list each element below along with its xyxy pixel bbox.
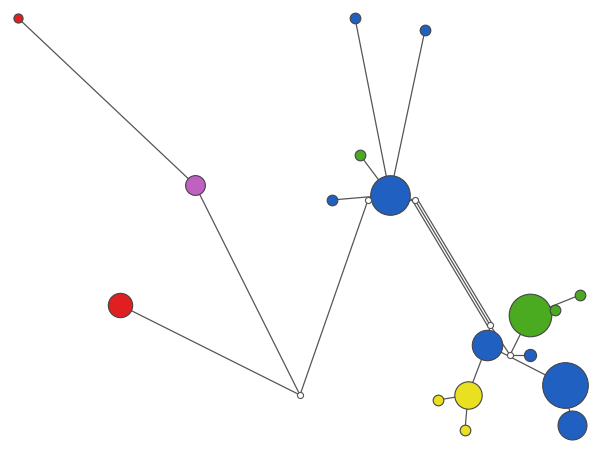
Point — [420, 27, 430, 34]
Point — [482, 342, 492, 349]
Point — [295, 392, 305, 399]
Point — [567, 421, 577, 428]
Point — [385, 191, 395, 198]
Point — [575, 292, 585, 299]
Point — [560, 382, 570, 389]
Point — [525, 351, 535, 359]
Point — [485, 321, 495, 328]
Point — [410, 196, 420, 203]
Point — [463, 392, 473, 399]
Point — [355, 151, 365, 158]
Point — [460, 427, 470, 434]
Point — [190, 181, 200, 189]
Point — [115, 302, 125, 309]
Point — [327, 196, 337, 203]
Point — [525, 311, 535, 319]
Point — [350, 14, 360, 22]
Point — [363, 196, 373, 203]
Point — [433, 396, 443, 404]
Point — [505, 351, 515, 359]
Point — [13, 14, 23, 22]
Point — [550, 306, 560, 314]
